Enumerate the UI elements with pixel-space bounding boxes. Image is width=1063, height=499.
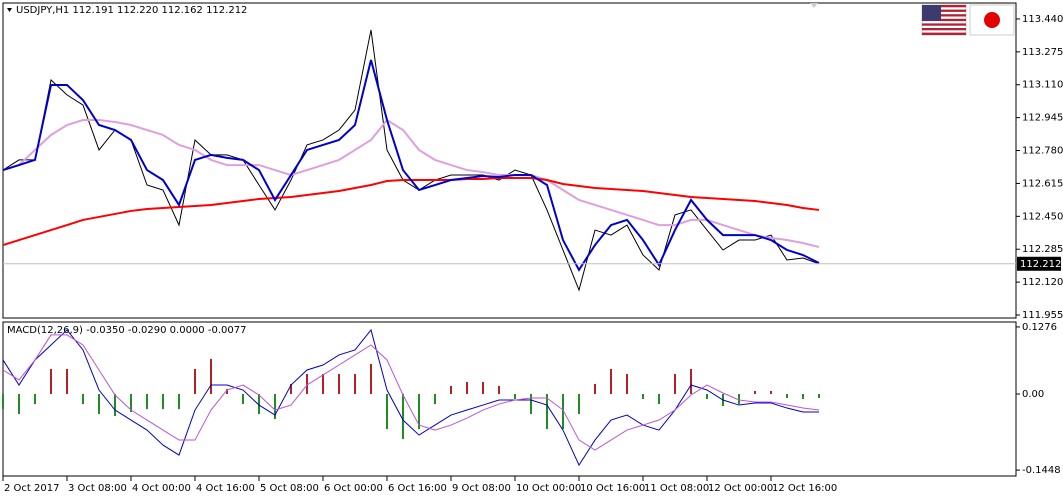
macd-bar — [626, 373, 628, 395]
macd-bar — [770, 391, 772, 395]
macd-bar — [34, 394, 36, 405]
x-tick-label: 4 Oct 16:00 — [196, 483, 255, 494]
macd-bar — [514, 394, 516, 399]
price-panel — [2, 2, 1017, 319]
series-line — [2, 29, 820, 292]
y-tick-label: 113.275 — [1022, 47, 1063, 58]
macd-bar — [690, 368, 692, 395]
macd-title: MACD(12,26,9) -0.0350 -0.0290 0.0000 -0.… — [7, 325, 246, 336]
y-tick-label: 0.1276 — [1022, 322, 1057, 333]
macd-panel — [2, 321, 1017, 477]
y-tick-label: 111.955 — [1022, 310, 1063, 321]
macd-bar — [434, 394, 436, 405]
macd-bar — [498, 386, 500, 395]
macd-bar — [66, 368, 68, 395]
macd-bar — [226, 389, 228, 395]
macd-bar — [610, 368, 612, 395]
x-tick-label: 12 Oct 00:00 — [708, 483, 773, 494]
macd-bar — [738, 394, 740, 405]
scroll-marker — [810, 3, 818, 8]
series-line — [2, 334, 820, 451]
macd-bar — [210, 358, 212, 395]
x-tick-label: 3 Oct 08:00 — [68, 483, 127, 494]
macd-bar — [594, 383, 596, 395]
macd-bar — [706, 394, 708, 399]
y-tick-label: 112.945 — [1022, 113, 1063, 124]
macd-bar — [386, 394, 388, 430]
y-tick-label: 112.615 — [1022, 178, 1063, 189]
macd-bar — [2, 394, 4, 410]
macd-bar — [114, 394, 116, 417]
macd-bar — [482, 381, 484, 395]
macd-bar — [274, 394, 276, 420]
macd-bar — [50, 368, 52, 395]
x-tick-label: 6 Oct 00:00 — [324, 483, 383, 494]
macd-bar — [658, 394, 660, 405]
macd-bar — [82, 394, 84, 405]
price-label-box — [1017, 256, 1061, 271]
macd-bar — [178, 394, 180, 410]
macd-bar — [98, 394, 100, 415]
series-line — [2, 118, 820, 248]
macd-bar — [242, 394, 244, 405]
x-tick-label: 9 Oct 08:00 — [452, 483, 511, 494]
japan-flag — [969, 4, 1015, 36]
macd-bar — [754, 391, 756, 395]
macd-bar — [18, 394, 20, 415]
macd-bar — [418, 394, 420, 430]
symbol-arrow — [7, 8, 12, 12]
macd-bar — [786, 394, 788, 399]
x-tick-label: 12 Oct 16:00 — [772, 483, 837, 494]
macd-bar — [402, 394, 404, 440]
x-tick-label: 2 Oct 2017 — [4, 483, 59, 494]
x-tick-label: 6 Oct 16:00 — [388, 483, 447, 494]
y-tick-label: 112.120 — [1022, 277, 1063, 288]
macd-bar — [450, 386, 452, 395]
macd-bar — [466, 381, 468, 395]
macd-bar — [146, 394, 148, 410]
macd-bar — [322, 373, 324, 395]
y-tick-label: 0.00 — [1022, 389, 1044, 400]
macd-bar — [162, 394, 164, 410]
x-tick-label: 10 Oct 00:00 — [516, 483, 581, 494]
y-tick-label: 113.440 — [1022, 14, 1063, 25]
x-tick-label: 4 Oct 00:00 — [132, 483, 191, 494]
macd-bar — [290, 383, 292, 395]
x-tick-label: 11 Oct 08:00 — [644, 483, 709, 494]
macd-bar — [130, 394, 132, 413]
x-tick-label: 10 Oct 16:00 — [580, 483, 645, 494]
price-title: USDJPY,H1 112.191 112.220 112.162 112.21… — [16, 5, 247, 16]
macd-bar — [546, 394, 548, 430]
macd-bar — [802, 394, 804, 399]
series-line — [2, 328, 819, 467]
macd-bar — [354, 373, 356, 395]
x-tick-label: 5 Oct 08:00 — [260, 483, 319, 494]
macd-bar — [530, 394, 532, 415]
macd-bar — [674, 373, 676, 395]
series-line — [2, 59, 820, 272]
macd-bar — [306, 373, 308, 395]
y-tick-label: -0.1448 — [1022, 465, 1061, 476]
macd-bar — [194, 368, 196, 395]
macd-bar — [258, 394, 260, 415]
y-tick-label: 112.450 — [1022, 211, 1063, 222]
y-tick-label: 113.110 — [1022, 80, 1063, 91]
macd-bar — [338, 373, 340, 395]
us-flag — [921, 4, 967, 36]
y-tick-label: 112.780 — [1022, 146, 1063, 157]
macd-bar — [562, 394, 564, 430]
price-label: 112.212 — [1020, 259, 1061, 270]
macd-bar — [578, 394, 580, 415]
y-tick-label: 112.285 — [1022, 244, 1063, 255]
macd-bar — [642, 394, 644, 399]
macd-bar — [370, 363, 372, 395]
macd-bar — [818, 394, 820, 399]
